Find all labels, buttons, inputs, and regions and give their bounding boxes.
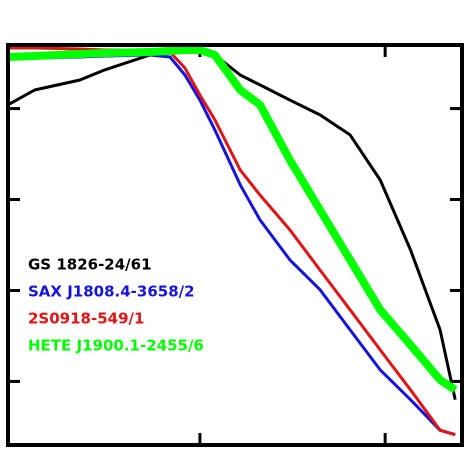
legend-entry: SAX J1808.4-3658/2 — [28, 283, 195, 301]
data-line — [7, 46, 458, 394]
data-line — [7, 48, 457, 401]
legend-entry: GS 1826-24/61 — [28, 256, 152, 274]
plot-frame — [6, 43, 464, 447]
data-line — [8, 53, 456, 437]
legend-entry: HETE J1900.1-2455/6 — [28, 337, 204, 355]
legend-entry: 2S0918-549/1 — [28, 310, 144, 328]
